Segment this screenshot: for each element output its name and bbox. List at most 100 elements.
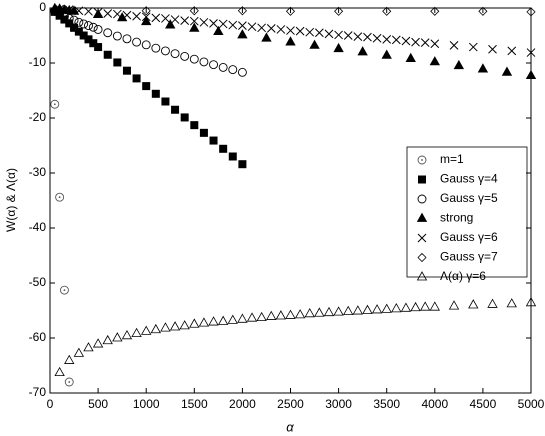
x-tick-label: 2000 [229,397,256,411]
data-point [238,160,247,169]
data-point [382,6,392,16]
data-point [170,15,180,24]
x-tick-label: 4000 [421,397,448,411]
marker-shape [257,23,266,33]
marker-shape [64,5,74,15]
marker-shape [314,307,325,317]
data-point [161,14,170,23]
data-point [179,320,190,330]
marker-shape [333,306,344,316]
marker-shape [151,89,160,98]
data-point [160,322,171,332]
marker-shape [218,19,228,29]
data-point [477,63,489,73]
marker-shape [228,20,238,30]
marker-shape [333,42,344,53]
data-point [165,19,176,29]
data-point [141,6,151,16]
marker-shape [478,6,488,16]
data-point [506,298,517,308]
data-point [88,22,98,32]
data-point [352,305,364,315]
data-point [357,46,368,56]
data-point [314,307,325,317]
marker-shape [430,39,440,49]
data-point [391,35,401,45]
data-point [507,46,517,56]
marker-shape [83,342,94,352]
legend-label: Λ(α) γ=6 [440,269,486,283]
data-point [112,31,122,41]
y-tick-label: -30 [29,165,47,179]
data-point [381,49,392,59]
data-point [309,39,320,49]
marker-shape [103,9,113,18]
marker-shape [488,44,497,54]
marker-shape [430,6,440,16]
marker-shape [180,16,190,26]
data-point [285,36,296,46]
marker-shape [209,60,218,70]
legend-label: strong [440,211,473,225]
marker-shape [238,160,247,169]
x-tick-label: 4500 [470,397,497,411]
data-point [468,299,479,309]
data-point [199,17,209,27]
data-point [213,25,224,36]
marker-shape [526,7,536,17]
legend-label: Gauss γ=6 [440,230,498,244]
marker-shape [381,303,392,313]
data-point [92,338,104,348]
data-point [256,311,267,322]
marker-shape [276,25,286,34]
marker-shape [141,325,152,335]
y-axis-title: W(α) & Λ(α) [4,168,18,232]
y-tick-label: -60 [29,330,47,344]
data-point [218,62,228,72]
marker-shape [487,298,498,308]
x-tick-label: 3000 [325,397,352,411]
marker-shape [189,54,199,64]
data-point [410,301,421,312]
data-point [285,309,296,319]
legend-label: Gauss γ=7 [440,250,498,264]
marker-shape [160,322,171,332]
data-point [266,310,277,320]
data-point [121,329,133,340]
data-point [209,136,218,145]
marker-shape [247,22,257,32]
data-point [526,7,536,17]
marker-shape [468,299,479,309]
marker-shape [217,315,229,325]
marker-shape [372,33,382,43]
data-point [315,28,324,38]
data-point [209,19,218,28]
marker-shape [324,29,334,39]
x-tick-label: 2500 [277,397,304,411]
marker-shape [400,302,412,312]
data-point [69,15,79,25]
data-point [334,6,344,16]
data-point [122,66,131,75]
x-tick-label: 1500 [181,397,208,411]
data-point [141,40,151,50]
x-axis-title: α [286,419,294,434]
data-point [266,23,276,33]
marker-shape [228,65,238,75]
marker-shape [112,31,122,41]
data-point [151,89,160,98]
marker-shape [112,9,122,19]
marker-shape [122,34,132,44]
marker-shape [391,35,401,45]
marker-shape [501,66,513,76]
data-point [362,304,373,314]
data-point [333,306,344,316]
data-point [219,144,228,153]
data-point [55,5,65,15]
data-point [323,306,335,317]
marker-shape [79,31,88,40]
data-point [79,19,89,29]
data-point [83,342,94,352]
data-point [487,298,498,308]
data-point [112,9,122,19]
